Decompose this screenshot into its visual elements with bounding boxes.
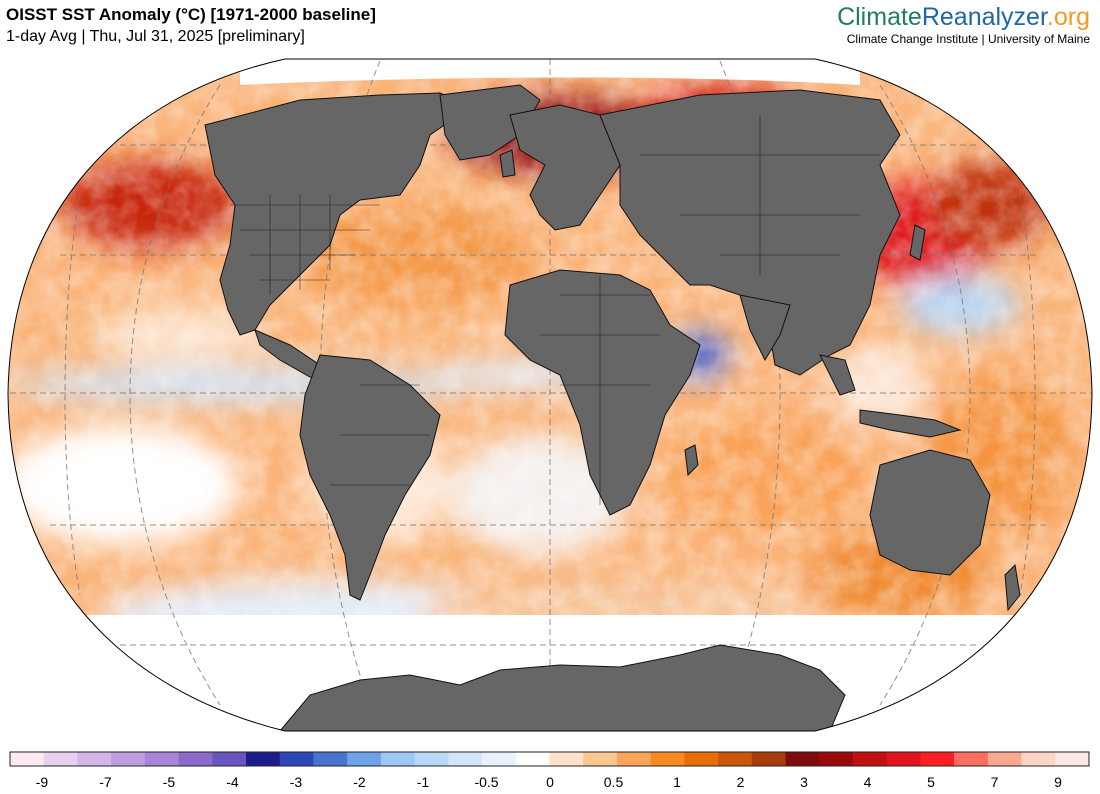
legend-swatch — [448, 752, 483, 766]
legend-swatch — [482, 752, 517, 766]
legend-tick-label: 9 — [1054, 774, 1062, 790]
legend-tick-label: -2 — [353, 774, 366, 790]
land-masses — [204, 84, 1021, 731]
legend-tick-label: 4 — [864, 774, 872, 790]
legend-swatch — [178, 752, 213, 766]
globe-outline — [7, 58, 1093, 732]
legend-swatch — [144, 752, 179, 766]
legend-swatch — [751, 752, 786, 766]
map-title: OISST SST Anomaly (°C) [1971-2000 baseli… — [6, 5, 376, 24]
legend-swatch — [785, 752, 820, 766]
legend-swatch — [414, 752, 449, 766]
legend-swatch — [616, 752, 651, 766]
legend-swatch — [10, 752, 45, 766]
brand-climate: Climate — [837, 3, 922, 31]
legend-swatch — [650, 752, 685, 766]
legend-swatch — [987, 752, 1022, 766]
legend-swatch — [718, 752, 753, 766]
map-subtitle: 1-day Avg | Thu, Jul 31, 2025 [prelimina… — [6, 28, 305, 45]
legend-swatch — [1055, 752, 1090, 766]
legend-tick-label: 0.5 — [604, 774, 624, 790]
legend-tick-label: 2 — [737, 774, 745, 790]
legend-swatch — [684, 752, 719, 766]
legend-swatch — [380, 752, 415, 766]
legend-swatch — [920, 752, 955, 766]
legend-swatch — [43, 752, 78, 766]
legend-tick-label: -7 — [99, 774, 112, 790]
legend-swatch — [1021, 752, 1056, 766]
legend-swatch — [515, 752, 550, 766]
color-legend: -9 -7 -5 -4 -3 -2 -1 -0.5 0 0.5 1 2 3 4 5 7 9 — [9, 751, 1090, 790]
legend-tick-label: -9 — [36, 774, 49, 790]
legend-swatch — [279, 752, 314, 766]
legend-tick-label: 1 — [673, 774, 681, 790]
brand-name: ClimateReanalyzer.org — [837, 2, 1090, 32]
brand-reanalyzer: Reanalyzer — [921, 3, 1047, 31]
legend-tick-label: -3 — [290, 774, 303, 790]
legend-tick-label: -5 — [163, 774, 176, 790]
legend-tick-label: 3 — [800, 774, 808, 790]
legend-swatch — [111, 752, 146, 766]
legend-tick-label: 7 — [991, 774, 999, 790]
legend-swatch — [852, 752, 887, 766]
legend-border — [9, 751, 1090, 767]
brand-subline: Climate Change Institute | University of… — [846, 32, 1090, 46]
legend-swatch — [549, 752, 584, 766]
sst-anomaly-map — [7, 58, 1093, 732]
legend-tick-label: 0 — [546, 774, 554, 790]
brand-logo[interactable]: ClimateReanalyzer.org Climate Change Ins… — [837, 2, 1090, 46]
legend-swatch — [819, 752, 854, 766]
legend-swatch — [313, 752, 348, 766]
brand-org: .org — [1046, 3, 1090, 31]
legend-swatch — [212, 752, 247, 766]
legend-ticks: -9 -7 -5 -4 -3 -2 -1 -0.5 0 0.5 1 2 3 4 5 7 9 — [36, 774, 1062, 790]
legend-swatch — [583, 752, 618, 766]
legend-swatch — [954, 752, 989, 766]
legend-swatches — [9, 751, 1090, 767]
legend-tick-label: 5 — [927, 774, 935, 790]
legend-swatch — [246, 752, 281, 766]
legend-swatch — [77, 752, 112, 766]
legend-tick-label: -0.5 — [474, 774, 498, 790]
graticule — [8, 59, 1092, 731]
legend-swatch — [347, 752, 382, 766]
legend-swatch — [886, 752, 921, 766]
country-borders — [230, 115, 880, 505]
legend-tick-label: -4 — [226, 774, 239, 790]
ocean-field — [8, 59, 1092, 731]
legend-tick-label: -1 — [417, 774, 430, 790]
